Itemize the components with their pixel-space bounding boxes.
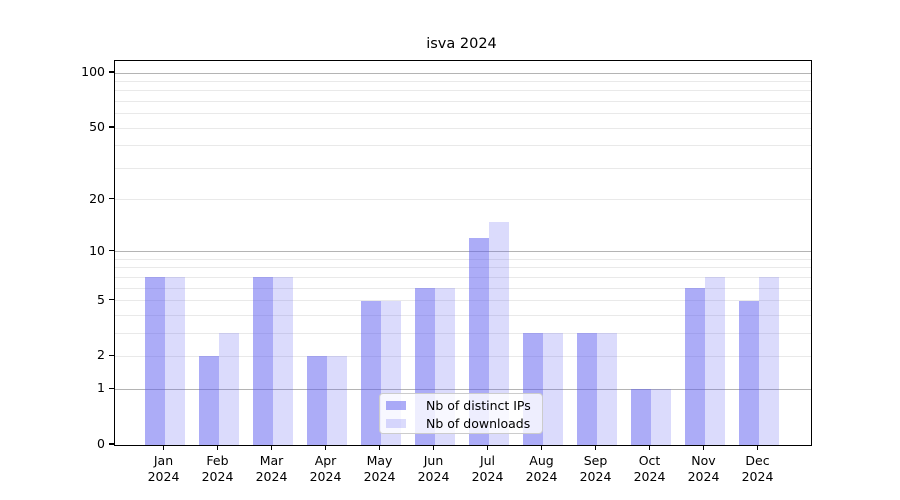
bar-ips-nov xyxy=(684,288,705,445)
y-tick xyxy=(109,126,114,128)
bar-downloads-jan xyxy=(164,277,185,445)
bar-ips-sep xyxy=(576,333,597,445)
y-tick xyxy=(109,443,114,445)
y-tick xyxy=(109,71,114,73)
gridline-minor xyxy=(114,314,811,316)
x-tick xyxy=(216,445,219,450)
y-tick-label: 2 xyxy=(97,347,105,363)
bar-ips-dec xyxy=(738,300,759,445)
gridline-minor xyxy=(114,300,811,302)
bar-ips-jan xyxy=(144,277,165,445)
y-tick xyxy=(109,354,114,357)
gridline-minor xyxy=(114,90,811,92)
bar-downloads-mar xyxy=(272,277,293,445)
y-tick-label: 5 xyxy=(97,291,105,307)
y-tick xyxy=(109,250,114,252)
bar-downloads-nov xyxy=(704,277,725,445)
x-tick xyxy=(432,445,435,450)
x-tick-label: Mar 2024 xyxy=(255,453,288,484)
gridline-minor xyxy=(114,199,811,201)
bar-downloads-feb xyxy=(218,333,239,445)
gridline-minor xyxy=(114,287,811,289)
chart-title: isva 2024 xyxy=(426,36,497,52)
gridline-minor xyxy=(114,276,811,278)
x-tick xyxy=(756,445,759,450)
gridline-minor xyxy=(114,167,811,169)
y-tick xyxy=(109,198,114,200)
y-tick xyxy=(109,298,114,301)
bar-ips-mar xyxy=(252,277,273,445)
x-tick-label: Feb 2024 xyxy=(201,453,234,484)
bar-ips-may xyxy=(360,300,381,445)
gridline-minor xyxy=(114,127,811,129)
x-tick xyxy=(648,445,651,450)
bar-ips-feb xyxy=(198,356,219,445)
x-tick xyxy=(162,445,165,450)
x-tick xyxy=(540,445,543,450)
legend-swatch-distinct-ips xyxy=(386,401,406,411)
x-tick xyxy=(702,445,705,450)
x-tick xyxy=(378,445,381,450)
bar-downloads-sep xyxy=(596,333,617,445)
bar-downloads-apr xyxy=(326,356,347,445)
bar-downloads-jul xyxy=(488,221,509,445)
legend-label: Nb of downloads xyxy=(426,415,531,431)
gridline-minor xyxy=(114,145,811,147)
y-tick xyxy=(109,387,114,389)
bar-downloads-oct xyxy=(650,389,671,445)
bar-downloads-aug xyxy=(542,333,563,445)
gridline-major xyxy=(114,388,811,390)
x-tick-label: Oct 2024 xyxy=(633,453,666,484)
plot-area xyxy=(113,60,812,446)
legend-item: Nb of downloads xyxy=(386,415,542,433)
gridline-minor xyxy=(114,258,811,260)
x-tick xyxy=(594,445,597,450)
legend-swatch-downloads xyxy=(386,418,406,428)
gridline-minor xyxy=(114,355,811,357)
legend-label: Nb of distinct IPs xyxy=(426,398,531,414)
y-tick-label: 20 xyxy=(89,190,105,206)
x-tick-label: May 2024 xyxy=(363,453,396,484)
x-tick xyxy=(270,445,273,450)
gridline-minor xyxy=(114,267,811,269)
bar-ips-oct xyxy=(630,389,651,445)
x-tick-label: Sep 2024 xyxy=(579,453,612,484)
x-tick-label: Jul 2024 xyxy=(471,453,504,484)
gridline-minor xyxy=(114,80,811,82)
bar-downloads-dec xyxy=(758,277,779,445)
gridline-major xyxy=(114,72,811,74)
y-tick-label: 10 xyxy=(89,242,105,258)
legend-item: Nb of distinct IPs xyxy=(386,397,542,415)
gridline-minor xyxy=(114,332,811,334)
x-tick-label: Nov 2024 xyxy=(687,453,720,484)
y-tick-label: 100 xyxy=(81,64,105,80)
gridline-major xyxy=(114,251,811,253)
y-tick-label: 1 xyxy=(97,380,105,396)
gridline-minor xyxy=(114,113,811,115)
x-tick-label: Apr 2024 xyxy=(309,453,342,484)
x-tick-label: Jun 2024 xyxy=(417,453,450,484)
y-tick-label: 0 xyxy=(97,436,105,451)
x-tick-label: Jan 2024 xyxy=(147,453,180,484)
x-tick-label: Aug 2024 xyxy=(525,453,558,484)
gridline-minor xyxy=(114,100,811,102)
bar-ips-apr xyxy=(306,356,327,445)
x-tick xyxy=(486,445,489,450)
x-tick-label: Dec 2024 xyxy=(741,453,774,484)
y-tick-label: 50 xyxy=(89,119,105,135)
x-tick xyxy=(324,445,327,450)
legend: Nb of distinct IPs Nb of downloads xyxy=(379,393,543,434)
